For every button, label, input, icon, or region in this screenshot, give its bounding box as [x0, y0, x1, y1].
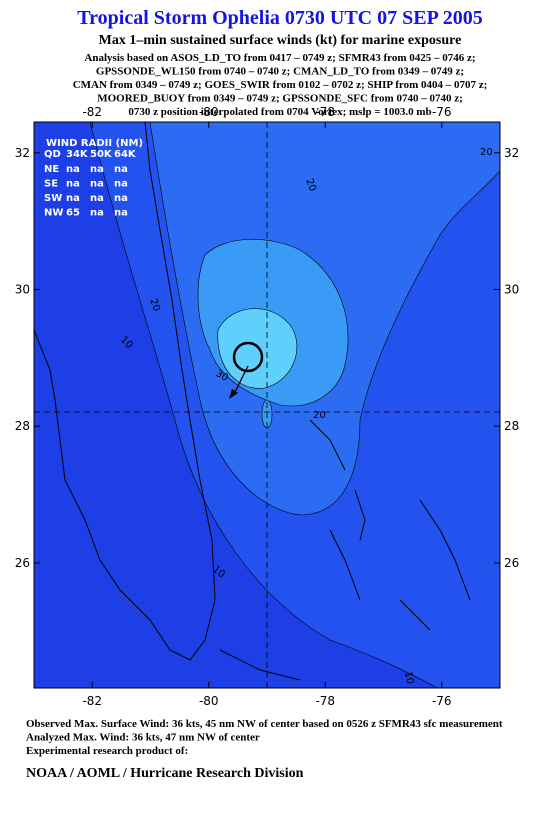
wind-radii-cell: na	[66, 193, 80, 204]
y-tick-label: 28	[504, 419, 519, 433]
wind-radii-title: WIND RADII (NM)	[46, 138, 143, 149]
wind-radii-cell: na	[90, 179, 104, 190]
contour-label: 20	[303, 177, 318, 193]
footer: Observed Max. Surface Wind: 36 kts, 45 n…	[26, 718, 503, 757]
florida-coast	[34, 122, 216, 661]
wind-radii-cell: SW	[44, 193, 62, 204]
wind-radii-header: QD	[44, 149, 61, 160]
contour-label: 10	[402, 671, 415, 685]
wind-radii-header: 64K	[114, 149, 137, 160]
x-tick-label: -76	[432, 105, 452, 119]
x-tick-label: -82	[82, 694, 102, 708]
x-tick-label: -76	[432, 694, 452, 708]
analysis-lines: Analysis based on ASOS_LD_TO from 0417 –…	[73, 52, 488, 118]
contour-label: 20	[480, 147, 493, 158]
wind-radii-cell: na	[114, 193, 128, 204]
y-tick-label: 32	[504, 146, 519, 160]
wind-radii-cell: na	[114, 208, 128, 219]
arrow-head	[229, 389, 238, 399]
contour-label: 20	[147, 297, 162, 313]
map-frame	[33, 121, 501, 689]
islands	[219, 419, 471, 681]
wind-radii-header: 50K	[90, 149, 113, 160]
wind-radii-cell: na	[90, 208, 104, 219]
map: 20 20 20 10 30 20 10 10 WIND RADII (NM)Q…	[34, 122, 500, 688]
x-tick-label: -78	[315, 105, 335, 119]
wind-radii-cell: na	[90, 164, 104, 175]
analysis-line: Analysis based on ASOS_LD_TO from 0417 –…	[84, 52, 475, 64]
analysis-line: 0730 z position interpolated from 0704 V…	[128, 106, 431, 118]
organization: NOAA / AOML / Hurricane Research Divisio…	[26, 766, 304, 781]
y-tick-label: 26	[15, 556, 30, 570]
wind-radii-cell: na	[66, 164, 80, 175]
wind-radii-header: 34K	[66, 149, 89, 160]
wind-radii-cell: NW	[44, 208, 63, 219]
contour-label: 20	[313, 410, 326, 421]
subtitle: Max 1–min sustained surface winds (kt) f…	[99, 33, 462, 48]
y-tick-label: 30	[15, 282, 30, 296]
y-tick-label: 26	[504, 556, 519, 570]
axis-ticks: -82 -82 -80 -80 -78 -78 -76 -76 32 32 30 30 28 28 26 26	[15, 105, 520, 708]
y-tick-label: 32	[15, 146, 30, 160]
wind-radii-cell: na	[114, 164, 128, 175]
footer-line: Analyzed Max. Wind: 36 kts, 47 nm NW of …	[26, 732, 260, 744]
wind-radii-cell: 65	[66, 208, 80, 219]
x-tick-label: -82	[82, 105, 102, 119]
wind-radii-cell: na	[114, 179, 128, 190]
footer-line: Experimental research product of:	[26, 745, 188, 757]
wind-radii-cell: SE	[44, 179, 58, 190]
footer-line: Observed Max. Surface Wind: 36 kts, 45 n…	[26, 718, 503, 730]
wind-radii-cell: NE	[44, 164, 59, 175]
motion-arrow	[232, 365, 249, 397]
title: Tropical Storm Ophelia 0730 UTC 07 SEP 2…	[77, 7, 482, 29]
y-tick-label: 30	[504, 282, 519, 296]
y-tick-label: 28	[15, 419, 30, 433]
analysis-line: GPSSONDE_WL150 from 0740 – 0740 z; CMAN_…	[96, 66, 464, 78]
x-tick-label: -80	[199, 105, 219, 119]
x-tick-label: -80	[199, 694, 219, 708]
max-wind-contour	[232, 341, 264, 373]
contour-30	[217, 308, 298, 389]
analysis-line: CMAN from 0349 – 0749 z; GOES_SWIR from …	[73, 79, 488, 91]
x-tick-label: -78	[315, 694, 335, 708]
wind-radii-cell: na	[66, 179, 80, 190]
analysis-line: MOORED_BUOY from 0349 – 0749 z; GPSSONDE…	[97, 93, 463, 105]
wind-radii-cell: na	[90, 193, 104, 204]
